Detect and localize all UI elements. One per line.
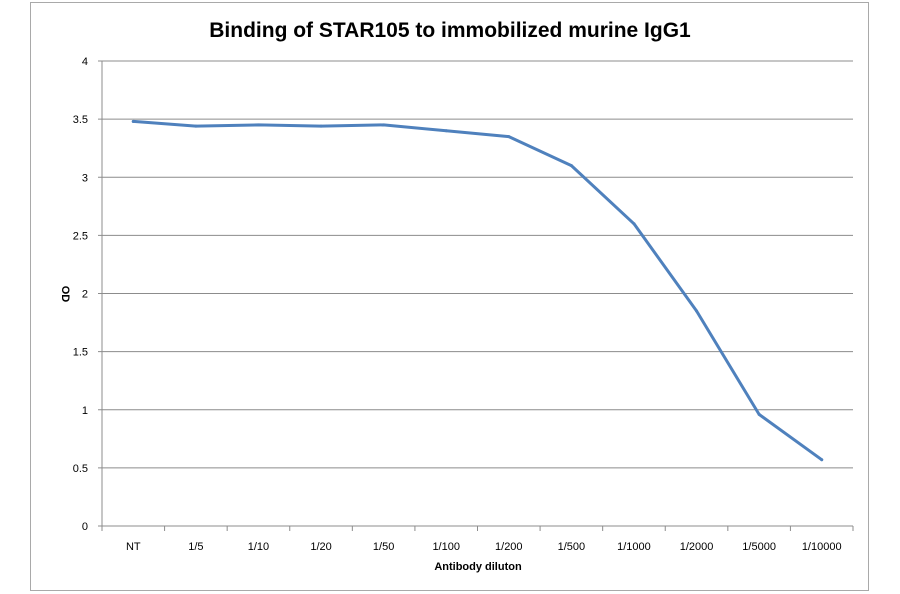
x-tick-label: 1/2000 [680, 541, 714, 553]
y-tick-label: 3.5 [73, 114, 88, 126]
y-tick-label: 2 [82, 289, 88, 301]
x-tick-label: 1/1000 [617, 541, 651, 553]
x-tick-label: 1/200 [495, 541, 523, 553]
data-point [256, 123, 260, 127]
x-tick-labels: NT 1/5 1/10 1/20 1/50 1/100 1/200 1/500 1/1000 1/… [126, 541, 842, 553]
y-tick-label: 2.5 [73, 230, 88, 242]
x-tick-label: 1/50 [373, 541, 394, 553]
x-tick-label: 1/5000 [742, 541, 776, 553]
x-tick-label: NT [126, 541, 141, 553]
data-point [131, 119, 135, 123]
data-point [382, 123, 386, 127]
series-line [131, 119, 824, 462]
y-tick-label: 1 [82, 405, 88, 417]
data-point [319, 124, 323, 128]
x-tick-label: 1/100 [432, 541, 460, 553]
series-group [131, 119, 824, 462]
data-point [820, 458, 824, 462]
x-tick-label: 1/5 [188, 541, 203, 553]
axes [98, 60, 854, 531]
y-tick-label: 0 [82, 521, 88, 533]
x-tick-label: 1/10 [248, 541, 269, 553]
x-tick-label: 1/10000 [802, 541, 842, 553]
x-tick-label: 1/20 [310, 541, 331, 553]
gridlines [102, 60, 853, 469]
data-point [194, 124, 198, 128]
chart-title: Binding of STAR105 to immobilized murine… [209, 19, 691, 42]
data-point [507, 135, 511, 139]
data-point [695, 309, 699, 313]
y-tick-labels: 0 0.5 1 1.5 2 2.5 3 3.5 4 [73, 56, 88, 533]
y-tick-label: 1.5 [73, 347, 88, 359]
data-point [632, 222, 636, 226]
data-point [444, 129, 448, 133]
data-point [757, 412, 761, 416]
y-axis-label: OD [59, 286, 71, 303]
y-tick-label: 4 [82, 56, 88, 68]
chart-frame [30, 2, 869, 591]
x-tick-label: 1/500 [558, 541, 586, 553]
y-tick-label: 0.5 [73, 463, 88, 475]
y-tick-label: 3 [82, 172, 88, 184]
x-axis-label: Antibody diluton [434, 561, 522, 573]
data-point [569, 164, 573, 168]
